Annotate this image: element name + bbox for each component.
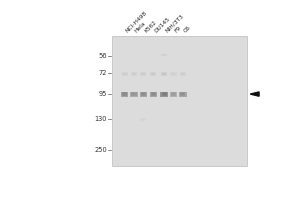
- Bar: [181, 93, 184, 95]
- Text: F9: F9: [173, 25, 182, 33]
- Bar: [131, 72, 137, 76]
- Bar: [133, 93, 136, 95]
- Text: DU145: DU145: [153, 16, 171, 33]
- Bar: [161, 72, 167, 76]
- Text: NIH/3T3: NIH/3T3: [164, 13, 184, 33]
- Bar: [150, 92, 157, 97]
- Bar: [152, 93, 155, 95]
- Bar: [142, 73, 145, 75]
- Bar: [150, 72, 156, 76]
- Bar: [151, 92, 156, 96]
- Bar: [163, 93, 166, 95]
- Bar: [163, 73, 166, 75]
- Text: C6: C6: [183, 24, 192, 33]
- Bar: [181, 73, 185, 75]
- Bar: [162, 92, 167, 96]
- Text: NCI-H498: NCI-H498: [125, 10, 148, 33]
- Bar: [130, 92, 138, 97]
- Bar: [163, 54, 165, 55]
- Bar: [140, 118, 146, 121]
- Bar: [140, 92, 147, 97]
- Text: 56: 56: [99, 53, 107, 59]
- Text: 95: 95: [99, 91, 107, 97]
- Bar: [172, 93, 175, 95]
- Bar: [141, 73, 146, 75]
- Text: 72: 72: [99, 70, 107, 76]
- Bar: [123, 93, 126, 95]
- Bar: [162, 54, 166, 56]
- Bar: [182, 73, 184, 75]
- Text: 250: 250: [94, 147, 107, 153]
- Bar: [140, 72, 146, 76]
- Bar: [161, 54, 167, 56]
- Bar: [122, 92, 127, 96]
- Bar: [160, 92, 168, 97]
- Bar: [152, 73, 154, 75]
- Bar: [170, 72, 177, 76]
- Bar: [179, 92, 187, 97]
- Bar: [162, 73, 166, 75]
- Bar: [142, 93, 145, 95]
- Bar: [171, 73, 176, 75]
- Text: 130: 130: [95, 116, 107, 122]
- Polygon shape: [250, 92, 259, 96]
- Bar: [180, 92, 185, 96]
- Bar: [122, 73, 127, 75]
- Text: Hela: Hela: [134, 20, 147, 33]
- Bar: [133, 73, 135, 75]
- Bar: [131, 92, 136, 96]
- Bar: [141, 92, 146, 96]
- Bar: [142, 119, 144, 120]
- Text: K562: K562: [143, 19, 158, 33]
- Bar: [121, 92, 128, 97]
- Bar: [170, 92, 177, 97]
- Bar: [122, 72, 128, 76]
- Bar: [172, 73, 175, 75]
- Bar: [132, 73, 136, 75]
- Bar: [151, 73, 155, 75]
- Bar: [180, 72, 186, 76]
- Bar: [171, 92, 176, 96]
- Bar: [112, 36, 247, 166]
- Bar: [141, 119, 145, 120]
- Bar: [123, 73, 126, 75]
